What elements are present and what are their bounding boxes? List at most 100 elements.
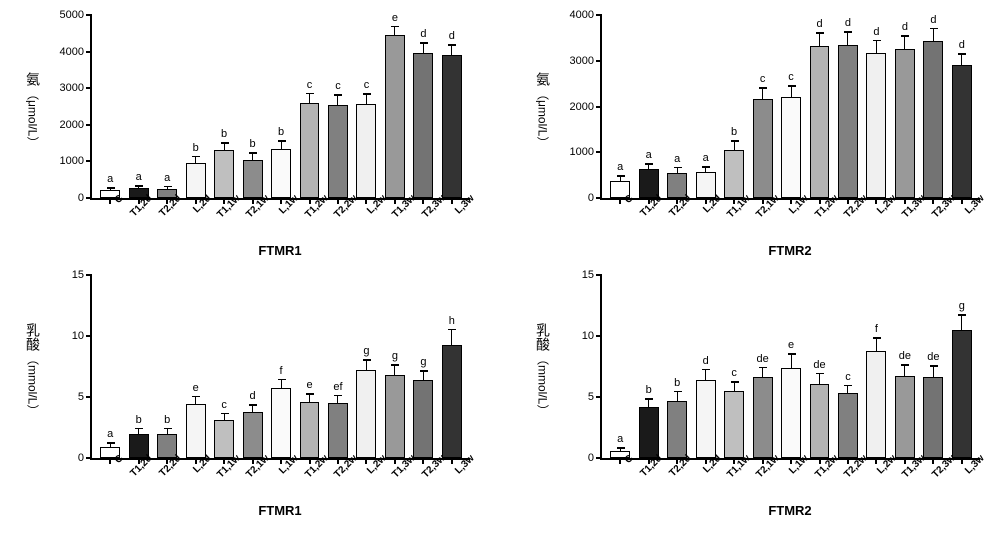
bar xyxy=(300,402,320,458)
bar-slot: d xyxy=(862,15,890,198)
sig-letter: b xyxy=(674,377,680,389)
sig-letter: a xyxy=(674,153,680,165)
sig-letter: h xyxy=(449,315,455,327)
x-axis-labels: CT1,2dT2,2dL,2dT1,1wT2,1wL,1wT1,2wT2,2wL… xyxy=(90,200,470,240)
sig-letter: f xyxy=(875,323,878,335)
chart-ammonia-ftmr2: 氨（μmol/L）01000200030004000aaaabccddddddC… xyxy=(520,10,990,250)
y-axis-name: 乳酸 xyxy=(23,323,43,351)
bar-slot: a xyxy=(606,15,634,198)
y-tick-label: 1000 xyxy=(562,146,594,158)
y-axis-name: 氨 xyxy=(23,72,43,86)
error-bar xyxy=(252,404,253,411)
bar-slot: c xyxy=(324,15,352,198)
sig-letter: b xyxy=(646,384,652,396)
error-bar xyxy=(933,28,934,41)
sig-letter: b xyxy=(278,126,284,138)
y-tick-label: 15 xyxy=(52,269,84,281)
error-bar xyxy=(423,42,424,53)
bar xyxy=(753,377,773,458)
x-tick-label: L,3w xyxy=(448,453,497,502)
error-bar xyxy=(705,369,706,380)
bars: aaabbbbcccedd xyxy=(92,15,470,198)
bar xyxy=(328,105,348,198)
sig-letter: c xyxy=(760,73,766,85)
y-tick-label: 5 xyxy=(52,391,84,403)
x-axis-title: FTMR2 xyxy=(600,503,980,518)
bar-slot: b xyxy=(634,275,662,458)
y-tick-label: 2000 xyxy=(52,119,84,131)
error-bar xyxy=(876,337,877,350)
x-axis-labels: CT1,2dT2,2dL,2dT1,1wT2,1wL,1wT1,2wT2,2wL… xyxy=(600,460,980,500)
y-tick-label: 4000 xyxy=(562,9,594,21)
error-bar xyxy=(451,44,452,55)
x-axis-title: FTMR2 xyxy=(600,243,980,258)
bar xyxy=(838,393,858,458)
sig-letter: a xyxy=(107,428,113,440)
bar xyxy=(810,384,830,458)
error-bar xyxy=(394,364,395,375)
error-bar xyxy=(366,93,367,103)
bar xyxy=(696,380,716,458)
sig-letter: de xyxy=(813,359,825,371)
chart-ammonia-ftmr1: 氨（μmol/L）010002000300040005000aaabbbbccc… xyxy=(10,10,480,250)
error-bar xyxy=(281,140,282,148)
bars: abbdcdeedecfdedeg xyxy=(602,275,980,458)
y-axis-label: 乳酸（mmol/L） xyxy=(10,270,56,470)
bar xyxy=(243,412,263,458)
sig-letter: b xyxy=(731,126,737,138)
y-tick-label: 3000 xyxy=(562,55,594,67)
error-bar xyxy=(904,35,905,49)
bar-slot: c xyxy=(834,275,862,458)
bar xyxy=(214,150,234,198)
chart-lactate-ftmr2: 乳酸（mmol/L）051015abbdcdeedecfdedegCT1,2dT… xyxy=(520,270,990,510)
bar-slot: d xyxy=(805,15,833,198)
bar-slot: a xyxy=(663,15,691,198)
y-axis-name: 乳酸 xyxy=(533,323,553,351)
bar-slot: g xyxy=(381,275,409,458)
bar xyxy=(413,53,433,198)
sig-letter: b xyxy=(221,128,227,140)
sig-letter: a xyxy=(646,149,652,161)
bar-slot: d xyxy=(409,15,437,198)
bar xyxy=(328,403,348,458)
bar-slot: e xyxy=(777,275,805,458)
bar-slot: a xyxy=(691,15,719,198)
bar xyxy=(952,330,972,458)
bar-slot: b xyxy=(124,275,152,458)
bar-slot: f xyxy=(862,275,890,458)
bar xyxy=(895,49,915,198)
bar-slot: e xyxy=(181,275,209,458)
bar-slot: c xyxy=(352,15,380,198)
error-bar xyxy=(138,428,139,434)
bar-slot: c xyxy=(720,275,748,458)
bar xyxy=(724,150,744,198)
bar-slot: b xyxy=(720,15,748,198)
error-bar xyxy=(677,167,678,173)
bar xyxy=(724,391,744,458)
y-tick-label: 5 xyxy=(562,391,594,403)
chart-lactate-ftmr1: 乳酸（mmol/L）051015abbecdfeefggghCT1,2dT2,2… xyxy=(10,270,480,510)
y-axis-name: 氨 xyxy=(533,72,553,86)
error-bar xyxy=(961,314,962,330)
sig-letter: e xyxy=(306,379,312,391)
bar-slot: d xyxy=(438,15,466,198)
y-axis-unit: （mmol/L） xyxy=(535,353,552,416)
sig-letter: d xyxy=(873,26,879,38)
y-tick-label: 4000 xyxy=(52,46,84,58)
sig-letter: g xyxy=(959,300,965,312)
bar xyxy=(186,163,206,198)
error-bar xyxy=(167,186,168,189)
sig-letter: b xyxy=(164,414,170,426)
error-bar xyxy=(281,379,282,389)
sig-letter: c xyxy=(731,367,737,379)
plot-area: 01000200030004000aaaabccdddddd xyxy=(600,15,980,200)
error-bar xyxy=(620,175,621,180)
sig-letter: d xyxy=(449,30,455,42)
error-bar xyxy=(762,367,763,378)
x-tick-label: L,3w xyxy=(448,193,497,242)
bar xyxy=(667,401,687,458)
sig-letter: e xyxy=(193,382,199,394)
error-bar xyxy=(195,396,196,405)
bar-slot: a xyxy=(634,15,662,198)
error-bar xyxy=(819,373,820,384)
